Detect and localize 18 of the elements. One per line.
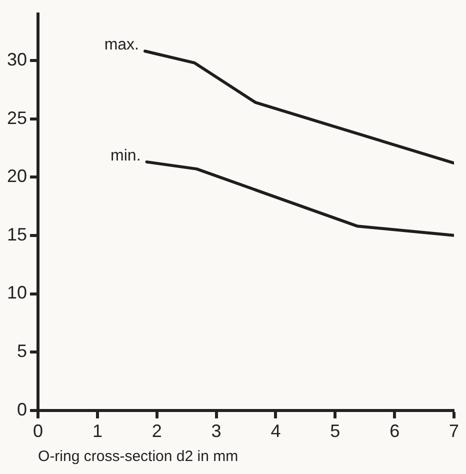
y-tick-label: 25	[6, 108, 28, 128]
series-label: min.	[110, 147, 141, 164]
x-axis-title: O-ring cross-section d2 in mm	[38, 448, 238, 466]
x-tick-label: 3	[211, 421, 222, 442]
y-tick-label: 20	[6, 166, 28, 186]
x-tick-label: 2	[152, 421, 162, 442]
y-tick-label: 15	[6, 224, 28, 244]
y-tick-label: 5	[17, 341, 28, 362]
y-tick-label: 10	[6, 282, 28, 303]
series-label: max.	[104, 36, 139, 54]
x-tick-label: 5	[330, 421, 340, 442]
y-tick-label: 30	[6, 49, 28, 70]
x-tick-label: 1	[92, 421, 102, 442]
x-tick-label: 4	[270, 421, 281, 442]
x-tick-label: 0	[33, 421, 44, 442]
x-tick-label: 7	[448, 421, 460, 442]
y-tick-label: 0	[17, 399, 28, 420]
x-tick-label: 6	[390, 421, 400, 442]
